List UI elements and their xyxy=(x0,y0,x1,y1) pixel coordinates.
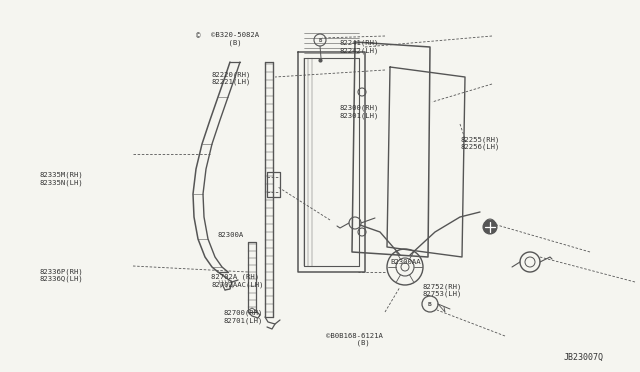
Text: 82335M(RH)
82335N(LH): 82335M(RH) 82335N(LH) xyxy=(40,171,83,186)
Text: 82255(RH)
82256(LH): 82255(RH) 82256(LH) xyxy=(461,136,500,150)
Text: 82300(RH)
82301(LH): 82300(RH) 82301(LH) xyxy=(339,105,379,119)
Text: ©: © xyxy=(196,31,201,40)
Text: 82220(RH)
82221(LH): 82220(RH) 82221(LH) xyxy=(211,71,251,85)
Text: 82336P(RH)
82336Q(LH): 82336P(RH) 82336Q(LH) xyxy=(40,268,83,282)
Text: 82702A (RH)
82702AAC(LH): 82702A (RH) 82702AAC(LH) xyxy=(211,274,264,288)
Text: JB23007Q: JB23007Q xyxy=(563,353,604,362)
Text: 82300A: 82300A xyxy=(218,232,244,238)
Text: B2300AA: B2300AA xyxy=(390,259,421,264)
Text: 82700(RH)
82701(LH): 82700(RH) 82701(LH) xyxy=(224,310,264,324)
Text: B: B xyxy=(318,38,322,42)
Circle shape xyxy=(483,220,497,234)
Text: 82241(RH)
82242(LH): 82241(RH) 82242(LH) xyxy=(339,39,379,54)
Text: ©B0B168-6121A
       (B): ©B0B168-6121A (B) xyxy=(326,333,383,346)
Text: 82752(RH)
82753(LH): 82752(RH) 82753(LH) xyxy=(422,283,462,297)
Text: ©B320-5082A
    (B): ©B320-5082A (B) xyxy=(211,32,259,46)
Text: B: B xyxy=(428,301,432,307)
